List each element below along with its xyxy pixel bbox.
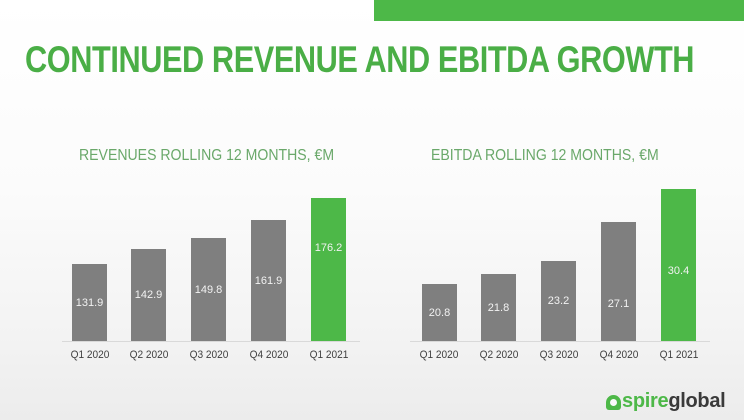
ebitda-chart-title: EBITDA ROLLING 12 MONTHS, €M <box>431 147 659 164</box>
bar-value-label: 23.2 <box>547 295 570 307</box>
ebitda-bar-q3-2020: 23.2 <box>541 261 576 341</box>
ebitda-bar-q2-2020: 21.8 <box>481 274 516 341</box>
bar-value-label: 142.9 <box>134 289 163 301</box>
revenue-bar-q1-2020: 131.9 <box>72 264 107 341</box>
revenue-bar-q4-2020: 161.9 <box>251 220 286 341</box>
ebitda-bar-q1-2020: 20.8 <box>422 284 457 341</box>
bar-value-label: 27.1 <box>607 298 630 310</box>
top-accent-banner <box>374 0 744 21</box>
ebitda-bar-q1-2021: 30.4 <box>661 189 696 341</box>
x-axis-label: Q3 2020 <box>189 349 229 361</box>
revenue-bar-q3-2020: 149.8 <box>191 238 226 341</box>
ebitda-bar-q4-2020: 27.1 <box>601 222 636 341</box>
logo-text-aspire: spire <box>622 390 669 412</box>
x-axis-label: Q1 2020 <box>419 349 459 361</box>
revenue-chart-title: REVENUES ROLLING 12 MONTHS, €M <box>79 147 335 164</box>
revenue-chart-baseline <box>62 341 360 342</box>
bar-value-label: 20.8 <box>428 306 451 319</box>
x-axis-label: Q4 2020 <box>599 349 639 361</box>
x-axis-label: Q1 2020 <box>70 349 110 361</box>
logo-text-global: global <box>668 390 726 412</box>
bar-value-label: 161.9 <box>254 274 283 287</box>
bar-value-label: 131.9 <box>75 296 104 309</box>
revenue-bar-q2-2020: 142.9 <box>131 249 166 341</box>
x-axis-label: Q3 2020 <box>539 349 579 361</box>
x-axis-label: Q2 2020 <box>129 349 169 361</box>
revenue-bar-q1-2021: 176.2 <box>311 198 346 341</box>
x-axis-label: Q2 2020 <box>479 349 519 361</box>
bar-value-label: 149.8 <box>194 283 223 296</box>
bar-value-label: 30.4 <box>667 265 690 277</box>
aspire-global-logo: spire global <box>606 389 726 413</box>
x-axis-label: Q4 2020 <box>249 349 289 361</box>
x-axis-label: Q1 2021 <box>659 349 699 361</box>
logo-lock-a-icon <box>606 394 621 410</box>
ebitda-chart-baseline <box>410 341 710 342</box>
page-title: CONTINUED REVENUE AND EBITDA GROWTH <box>25 39 695 80</box>
x-axis-label: Q1 2021 <box>309 349 349 361</box>
bar-value-label: 176.2 <box>314 242 343 254</box>
bar-value-label: 21.8 <box>487 301 510 314</box>
